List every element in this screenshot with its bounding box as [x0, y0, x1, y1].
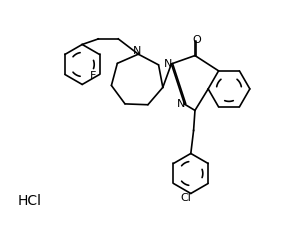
Text: N: N [177, 99, 185, 109]
Text: N: N [164, 59, 172, 69]
Text: N: N [133, 46, 142, 56]
Text: O: O [192, 35, 201, 45]
Text: Cl: Cl [180, 194, 191, 203]
Text: F: F [90, 71, 97, 81]
Text: HCl: HCl [18, 194, 42, 208]
